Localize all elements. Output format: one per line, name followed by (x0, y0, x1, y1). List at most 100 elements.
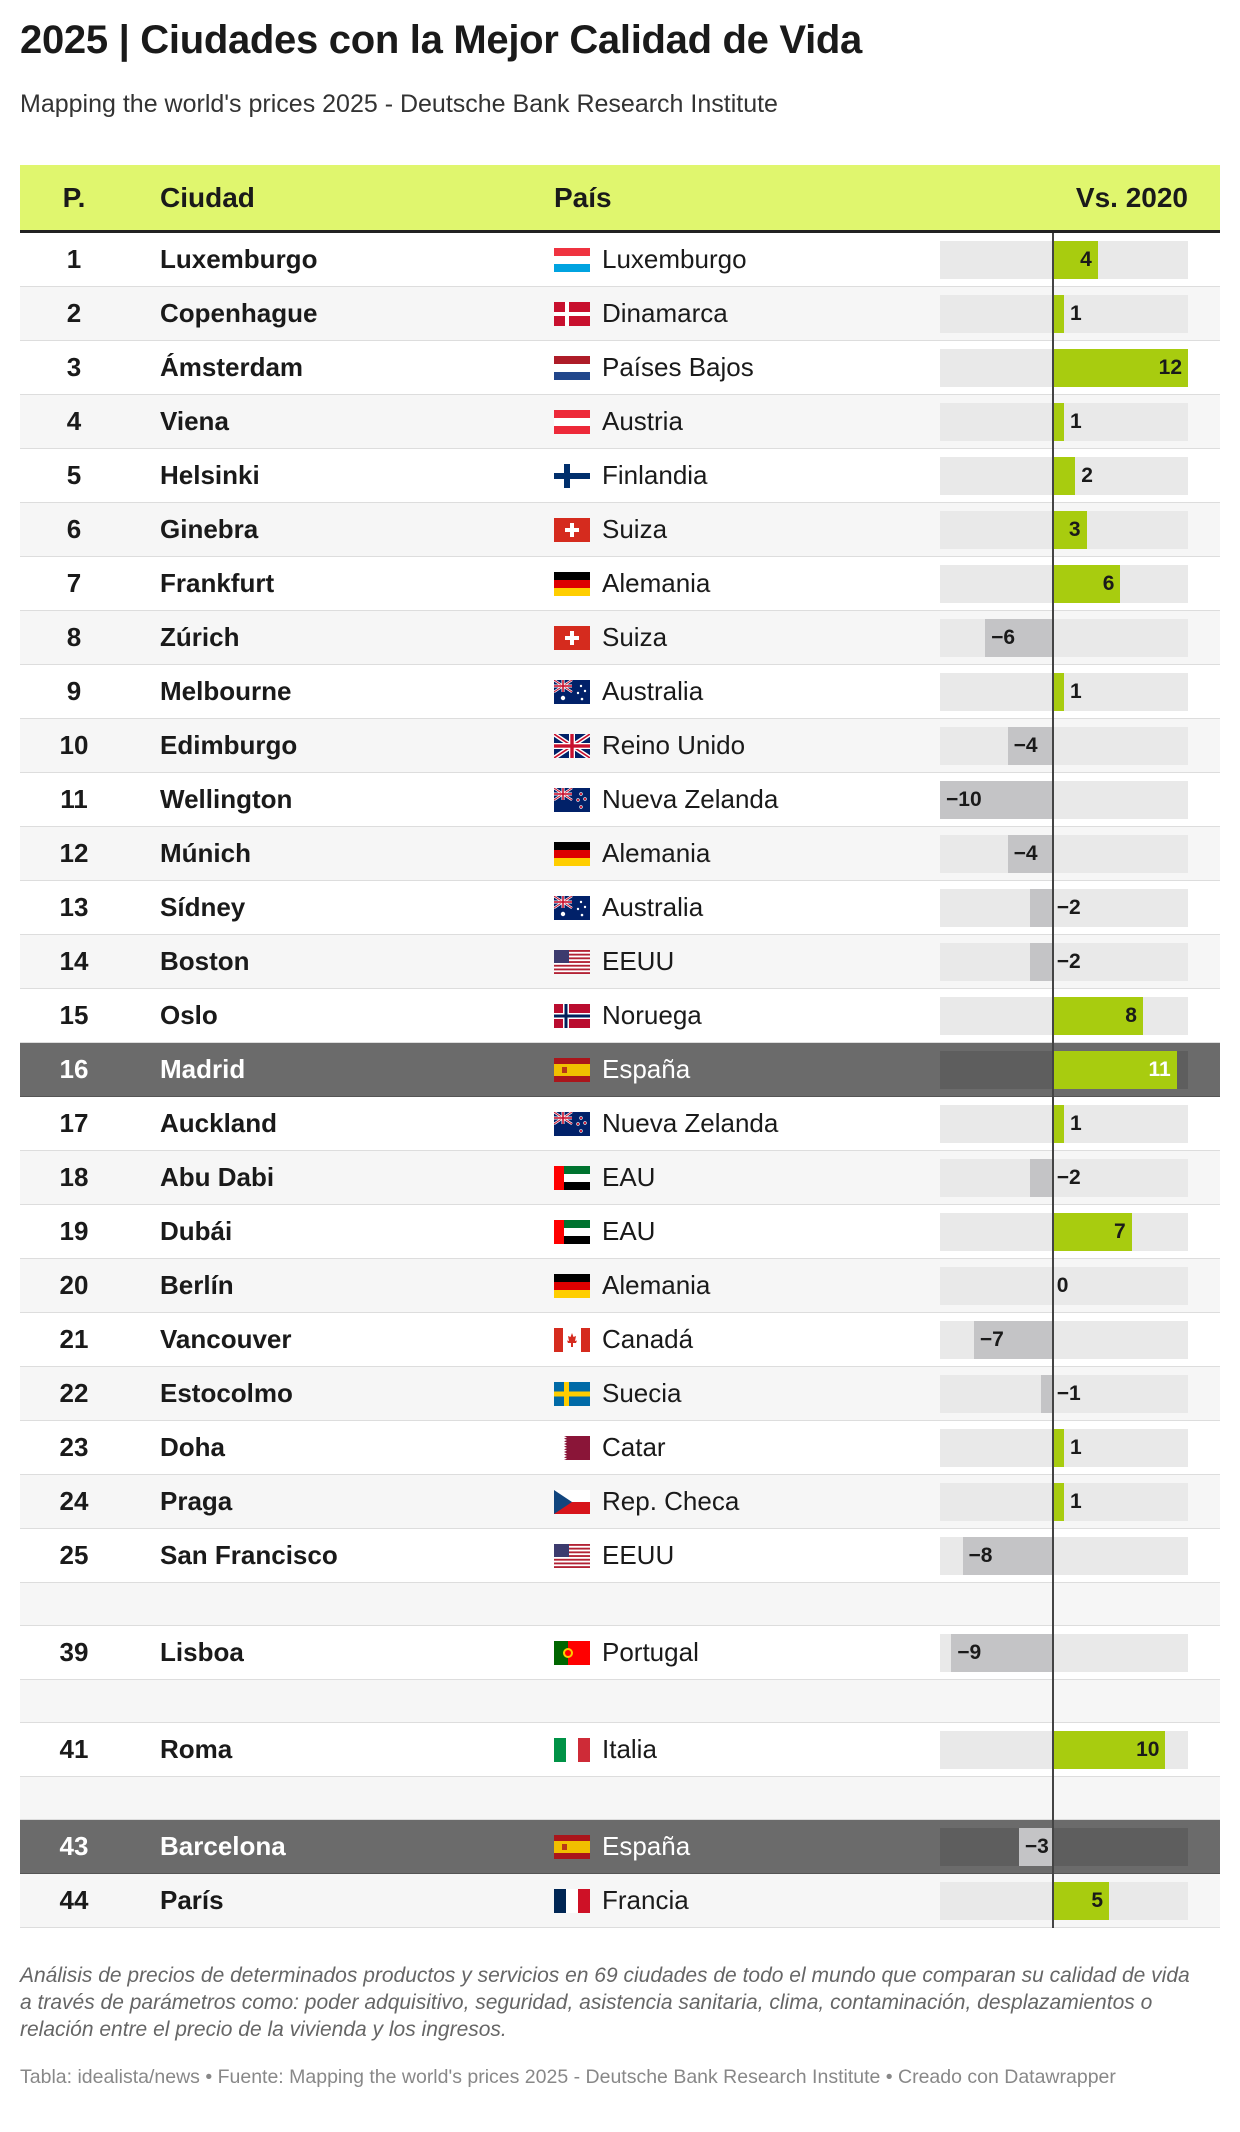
city-cell: Melbourne (160, 676, 292, 706)
table-row: 9 Melbourne Australia 1 (20, 665, 1220, 719)
rank-cell: 22 (59, 1378, 89, 1408)
netherlands-flag-icon (554, 356, 590, 380)
change-bar (1052, 565, 1121, 603)
country-cell: Dinamarca (602, 298, 728, 328)
change-bar (1030, 1159, 1053, 1197)
city-cell: Copenhague (160, 298, 318, 328)
change-value-label: 1 (1070, 1112, 1082, 1135)
city-cell: Vancouver (160, 1324, 292, 1354)
switzerland-flag-icon (554, 626, 590, 650)
country-cell: EAU (602, 1216, 656, 1246)
bar-track (940, 889, 1188, 927)
country-cell: EEUU (602, 946, 675, 976)
germany-flag-icon (554, 1274, 590, 1298)
rank-cell: 10 (59, 730, 89, 760)
change-value-label: −4 (1013, 842, 1038, 865)
table-row: 8 Zúrich Suiza −6 (20, 611, 1220, 665)
change-bar (1041, 1375, 1053, 1413)
change-bar (940, 781, 1053, 819)
rank-cell: 11 (60, 784, 88, 814)
city-cell: París (160, 1885, 224, 1915)
country-cell: España (602, 1054, 691, 1084)
rank-cell: 12 (59, 838, 89, 868)
switzerland-flag-icon (554, 518, 590, 542)
zero-axis-line (1051, 233, 1054, 1928)
change-value-label: −2 (1056, 1166, 1081, 1189)
rank-cell: 18 (59, 1162, 89, 1192)
change-value-label: 0 (1056, 1274, 1069, 1297)
change-bar (1052, 1429, 1064, 1467)
city-cell: Estocolmo (160, 1378, 293, 1408)
change-bar (1052, 403, 1064, 441)
change-bar (1052, 349, 1188, 387)
city-cell: Auckland (160, 1108, 278, 1138)
table-row: 3 Ámsterdam Países Bajos 12 (20, 341, 1220, 395)
germany-flag-icon (554, 842, 590, 866)
change-value-label: 1 (1070, 410, 1082, 433)
chart-subtitle: Mapping the world's prices 2025 - Deutsc… (20, 90, 778, 118)
new-zealand-flag-icon (554, 1112, 590, 1136)
country-cell: Suecia (602, 1378, 682, 1408)
rank-cell: 3 (66, 352, 82, 382)
change-bar (1018, 1828, 1053, 1866)
bar-track (940, 1105, 1188, 1143)
country-cell: Suiza (602, 622, 668, 652)
change-value-label: −6 (991, 626, 1016, 649)
city-cell: Boston (160, 946, 250, 976)
table-row: 41 Roma Italia 10 (20, 1723, 1220, 1777)
bar-track (940, 1267, 1188, 1305)
table-row: 24 Praga Rep. Checa 1 (20, 1475, 1220, 1529)
change-bar (1030, 889, 1053, 927)
city-cell: Helsinki (160, 460, 260, 490)
table-row: 21 Vancouver Canadá −7 (20, 1313, 1220, 1367)
country-cell: Catar (602, 1432, 666, 1462)
table-row: 18 Abu Dabi EAU −2 (20, 1151, 1220, 1205)
change-bar (1052, 1882, 1110, 1920)
germany-flag-icon (554, 572, 590, 596)
bar-track (940, 1483, 1188, 1521)
country-cell: Canadá (602, 1324, 694, 1354)
country-cell: Alemania (602, 838, 711, 868)
table-row: 10 Edimburgo Reino Unido −4 (20, 719, 1220, 773)
uk-flag-icon (554, 734, 590, 758)
city-cell: Dubái (160, 1216, 233, 1246)
table-row: 23 Doha Catar 1 (20, 1421, 1220, 1475)
country-cell: Austria (602, 406, 683, 436)
chart-title: 2025 | Ciudades con la Mejor Calidad de … (20, 18, 862, 62)
country-cell: Reino Unido (602, 730, 746, 760)
city-cell: Barcelona (160, 1831, 286, 1861)
table-row: 12 Múnich Alemania −4 (20, 827, 1220, 881)
table-row: 44 París Francia 5 (20, 1874, 1220, 1928)
table-row: 17 Auckland Nueva Zelanda 1 (20, 1097, 1220, 1151)
country-cell: Portugal (602, 1637, 699, 1667)
city-cell: Luxemburgo (160, 244, 318, 274)
italy-flag-icon (554, 1738, 590, 1762)
country-cell: Nueva Zelanda (602, 1108, 779, 1138)
change-value-label: −9 (957, 1641, 982, 1664)
change-value-label: 1 (1070, 1490, 1082, 1513)
change-value-label: −2 (1056, 896, 1081, 919)
change-bar (1052, 1213, 1132, 1251)
bar-track (940, 835, 1188, 873)
rank-cell: 25 (59, 1540, 89, 1570)
city-cell: Edimburgo (160, 730, 298, 760)
country-cell: Suiza (602, 514, 668, 544)
table-row: 43 Barcelona España −3 (20, 1820, 1220, 1874)
bar-track (940, 727, 1188, 765)
change-value-label: 5 (1091, 1889, 1104, 1912)
change-value-label: 12 (1158, 356, 1182, 379)
rank-cell: 21 (59, 1324, 89, 1354)
city-cell: Zúrich (160, 622, 240, 652)
change-value-label: 2 (1081, 464, 1093, 487)
table-row: 22 Estocolmo Suecia −1 (20, 1367, 1220, 1421)
australia-flag-icon (554, 896, 590, 920)
city-cell: Doha (160, 1432, 225, 1462)
qatar-flag-icon (554, 1436, 590, 1460)
rank-cell: 16 (59, 1054, 89, 1084)
rank-cell: 7 (66, 568, 82, 598)
table-row: 1 Luxemburgo Luxemburgo 4 (20, 233, 1220, 287)
change-value-label: −1 (1056, 1382, 1081, 1405)
city-cell: Viena (160, 406, 229, 436)
rank-cell: 15 (59, 1000, 89, 1030)
spain-flag-icon (554, 1835, 590, 1859)
